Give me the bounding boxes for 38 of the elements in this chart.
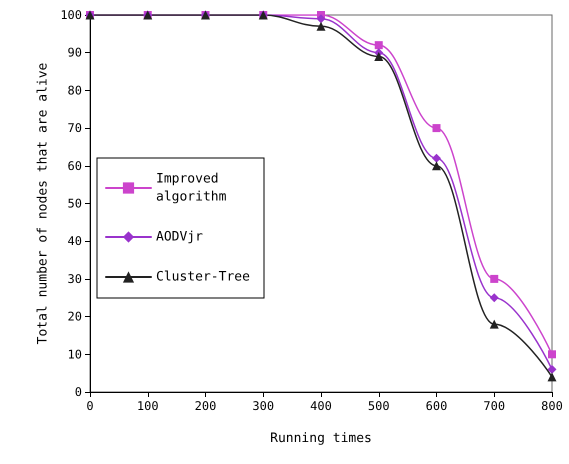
x-tick-label: 700 <box>483 399 506 413</box>
y-tick-label: 30 <box>68 272 82 286</box>
x-tick-label: 600 <box>426 399 448 413</box>
x-tick-label: 800 <box>541 399 563 413</box>
legend-label: Improved algorithm <box>156 172 227 204</box>
y-tick-label: 90 <box>68 46 82 60</box>
legend-label: AODVjr <box>156 230 204 244</box>
point <box>548 350 556 358</box>
y-tick-label: 10 <box>68 347 82 362</box>
point <box>490 274 498 283</box>
x-tick-label: 100 <box>136 399 159 413</box>
x-tick-label: 200 <box>194 399 216 413</box>
point <box>548 372 556 382</box>
x-tick-label: 0 <box>86 399 94 413</box>
point <box>490 320 499 329</box>
y-tick-label: 20 <box>68 310 82 324</box>
point <box>432 124 440 132</box>
x-tick-label: 400 <box>310 399 332 413</box>
y-axis-title: Total number of nodes that are alive <box>35 62 50 344</box>
point <box>432 161 441 170</box>
x-axis-title: Running times <box>270 431 372 446</box>
y-tick-label: 50 <box>68 196 82 210</box>
legend-label: Cluster-Tree <box>156 270 250 284</box>
y-tick-label: 100 <box>60 8 82 22</box>
y-tick-label: 40 <box>68 234 82 248</box>
y-tick-label: 0 <box>74 385 82 399</box>
x-tick-label: 500 <box>368 399 390 413</box>
point <box>432 154 441 163</box>
point <box>490 293 499 302</box>
point <box>374 52 384 61</box>
x-tick-label: 300 <box>252 399 274 413</box>
point <box>316 14 326 24</box>
point <box>316 22 326 31</box>
y-tick-label: 80 <box>68 83 82 98</box>
point <box>374 41 383 50</box>
y-tick-label: 70 <box>68 121 82 136</box>
y-tick-label: 60 <box>68 158 82 173</box>
point <box>548 364 556 374</box>
